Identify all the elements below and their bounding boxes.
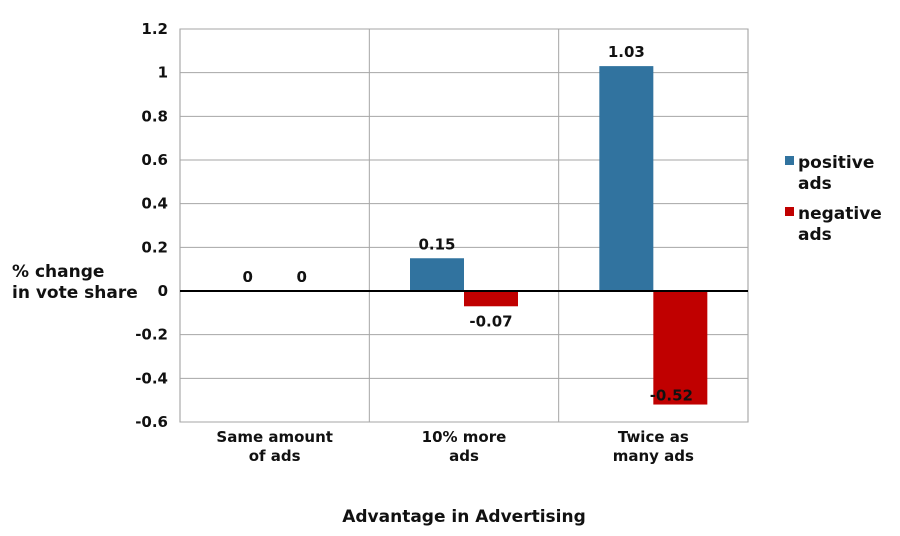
legend-item-positive: positive ads [785,153,880,194]
legend-label-negative-line1: negative [798,204,882,224]
bar-negative-2 [653,291,708,405]
legend-label-positive-line2: ads [798,174,832,194]
data-label-positive-0: 0 [242,268,252,286]
y-tick-label: 0.6 [141,151,168,169]
x-category-label: 10% more ads [422,428,507,465]
x-category-label-line: ads [449,447,479,465]
y-tick-label: -0.6 [135,413,168,431]
y-axis-title-line1: % change [12,262,104,282]
y-tick-label: 1.2 [141,20,168,38]
bar-positive-1 [410,258,464,291]
y-tick-label: 0 [158,282,168,300]
legend-label-negative-line2: ads [798,225,832,245]
data-label-negative-2: -0.52 [650,387,693,405]
legend: positive ads negative ads [785,153,888,245]
y-tick-label: 0.2 [141,238,168,256]
data-label-positive-2: 1.03 [608,43,645,61]
x-category-label: Same amount of ads [216,428,333,465]
bar-positive-2 [599,66,654,291]
x-category-label-line: Same amount [216,428,333,446]
bar-negative-1 [464,291,518,307]
y-axis-title: % change in vote share [12,262,138,303]
y-tick-label: 1 [158,64,168,82]
bars [410,66,708,405]
x-category-label-line: of ads [249,447,301,465]
x-category-label-line: many ads [613,447,694,465]
y-axis-ticks: -0.6 -0.4 -0.2 0 0.2 0.4 0.6 0.8 1 1.2 [135,20,168,431]
legend-item-negative: negative ads [785,204,888,245]
legend-swatch-negative [785,207,794,216]
x-axis-categories: Same amount of ads 10% more ads Twice as many… [216,428,694,465]
y-tick-label: -0.4 [135,369,168,387]
y-axis-title-line2: in vote share [12,283,138,303]
y-tick-label: -0.2 [135,326,168,344]
legend-label-negative: negative ads [798,204,888,245]
x-axis-title: Advantage in Advertising [342,507,586,527]
data-label-negative-1: -0.07 [469,312,512,330]
legend-swatch-positive [785,156,794,165]
legend-label-positive-line1: positive [798,153,874,173]
x-category-label-line: 10% more [422,428,507,446]
x-category-label: Twice as many ads [613,428,694,465]
y-tick-label: 0.8 [141,107,168,125]
data-labels: 0 0.15 1.03 0 -0.07 -0.52 [242,43,693,404]
legend-label-positive: positive ads [798,153,880,194]
data-label-negative-0: 0 [296,268,306,286]
data-label-positive-1: 0.15 [418,235,455,253]
y-tick-label: 0.4 [141,195,168,213]
x-category-label-line: Twice as [618,428,689,446]
